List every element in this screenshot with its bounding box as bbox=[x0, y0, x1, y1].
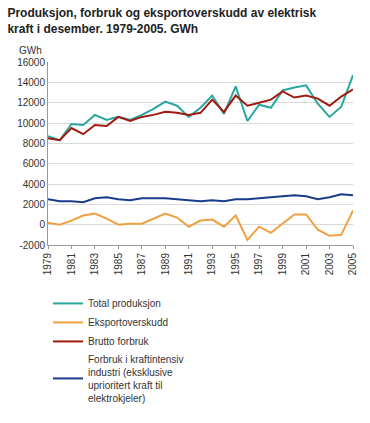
svg-text:12000: 12000 bbox=[17, 97, 45, 108]
svg-text:Brutto forbruk: Brutto forbruk bbox=[88, 336, 150, 347]
svg-text:1999: 1999 bbox=[277, 253, 288, 276]
svg-text:1987: 1987 bbox=[136, 253, 147, 276]
svg-text:Eksportoverskudd: Eksportoverskudd bbox=[88, 317, 168, 328]
svg-text:Produksjon, forbruk og eksport: Produksjon, forbruk og eksportoverskudd … bbox=[7, 6, 316, 36]
svg-text:6000: 6000 bbox=[23, 158, 46, 169]
svg-text:1983: 1983 bbox=[89, 253, 100, 276]
svg-text:1989: 1989 bbox=[160, 253, 171, 276]
svg-text:1981: 1981 bbox=[66, 253, 77, 276]
svg-text:2001: 2001 bbox=[300, 253, 311, 276]
svg-text:2000: 2000 bbox=[23, 199, 46, 210]
svg-text:2003: 2003 bbox=[324, 253, 335, 276]
svg-text:1991: 1991 bbox=[183, 253, 194, 276]
svg-text:16000: 16000 bbox=[17, 57, 45, 68]
svg-text:1997: 1997 bbox=[253, 253, 264, 276]
svg-text:GWh: GWh bbox=[19, 45, 42, 56]
svg-text:Total produksjon: Total produksjon bbox=[88, 298, 161, 309]
svg-text:14000: 14000 bbox=[17, 77, 45, 88]
svg-text:8000: 8000 bbox=[23, 138, 46, 149]
svg-text:10000: 10000 bbox=[17, 118, 45, 129]
svg-text:1985: 1985 bbox=[113, 253, 124, 276]
svg-text:Forbruk i kraftintensivindustr: Forbruk i kraftintensivindustri (eksklus… bbox=[88, 354, 184, 404]
svg-text:1979: 1979 bbox=[42, 253, 53, 276]
svg-text:4000: 4000 bbox=[23, 179, 46, 190]
svg-text:2005: 2005 bbox=[347, 253, 358, 276]
svg-text:1995: 1995 bbox=[230, 253, 241, 276]
svg-text:-2000: -2000 bbox=[19, 240, 45, 251]
svg-text:0: 0 bbox=[39, 219, 45, 230]
svg-text:1993: 1993 bbox=[206, 253, 217, 276]
